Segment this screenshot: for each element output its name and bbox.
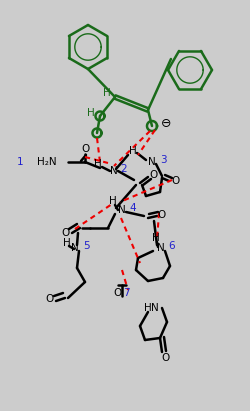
- Text: H: H: [109, 196, 117, 206]
- Text: O: O: [61, 228, 69, 238]
- Text: N: N: [157, 243, 165, 253]
- Text: N: N: [148, 157, 156, 167]
- Text: 6: 6: [169, 241, 175, 251]
- Text: ⊖: ⊖: [161, 116, 171, 129]
- Text: H: H: [152, 233, 160, 243]
- Text: H: H: [87, 108, 95, 118]
- Text: O: O: [150, 170, 158, 180]
- Text: 7: 7: [123, 288, 129, 298]
- Text: H: H: [144, 303, 152, 313]
- Text: N: N: [71, 243, 79, 253]
- Text: 3: 3: [160, 155, 166, 165]
- Text: O: O: [46, 294, 54, 304]
- Text: N: N: [110, 166, 118, 176]
- Text: H₂N: H₂N: [37, 157, 57, 167]
- Text: O: O: [81, 144, 89, 154]
- Text: O: O: [162, 353, 170, 363]
- Text: H: H: [103, 88, 111, 98]
- Text: O: O: [158, 210, 166, 220]
- Text: H: H: [63, 238, 71, 248]
- Text: N: N: [151, 303, 159, 313]
- Text: 4: 4: [130, 203, 136, 213]
- Text: 5: 5: [83, 241, 89, 251]
- Text: O: O: [172, 176, 180, 186]
- Text: H: H: [94, 159, 102, 169]
- Text: N: N: [118, 205, 126, 215]
- Text: 2: 2: [121, 164, 127, 174]
- Text: H: H: [129, 146, 137, 156]
- Text: 1: 1: [17, 157, 23, 167]
- Text: O: O: [114, 288, 122, 298]
